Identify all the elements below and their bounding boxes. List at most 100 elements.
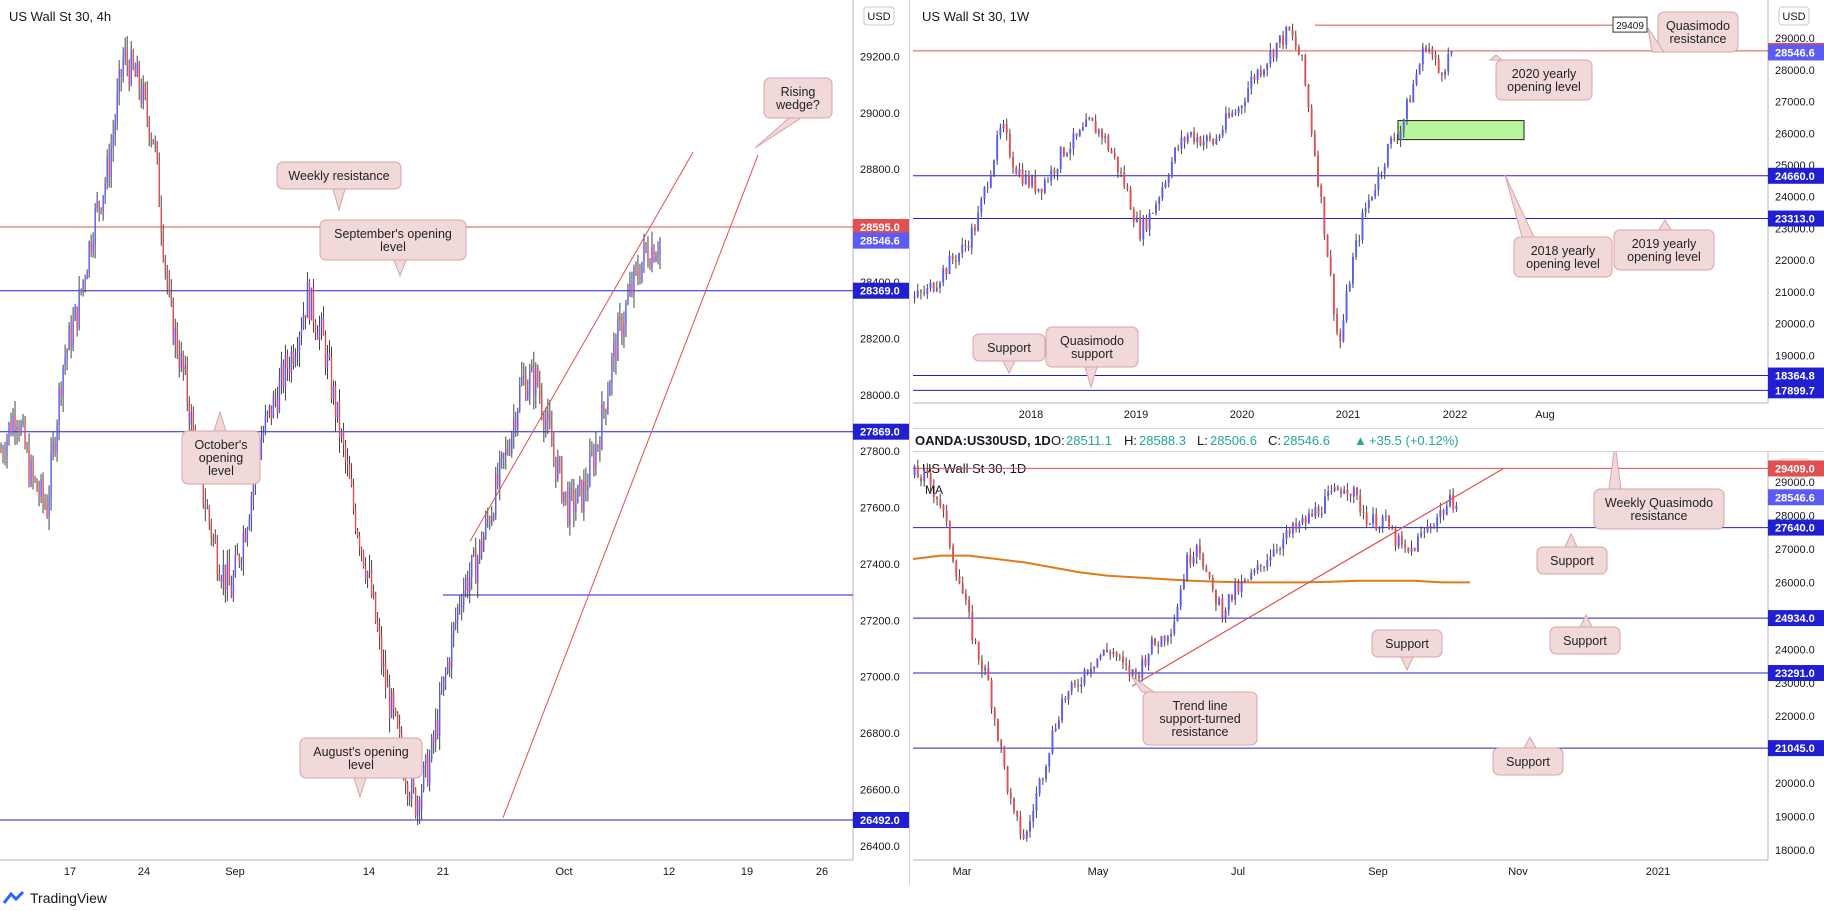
candle-body — [1176, 606, 1179, 622]
candle-body — [42, 479, 44, 501]
x-tick-label: Jul — [1231, 866, 1245, 878]
candle-body — [126, 49, 128, 66]
chart-panel-daily[interactable]: 18000.019000.020000.021000.022000.023000… — [913, 452, 1824, 885]
footer: TradingView — [0, 885, 1824, 911]
candle-body — [394, 709, 397, 714]
candle-body — [499, 457, 501, 486]
last-price-label: 28546.6 — [1775, 492, 1815, 504]
candle-body — [1202, 553, 1205, 568]
candle-body — [617, 319, 619, 361]
candle-body — [1278, 35, 1281, 43]
price-tag-label: 29409.0 — [1775, 463, 1815, 475]
candle-body — [174, 327, 176, 344]
candle-body — [519, 385, 521, 411]
candle-body — [1211, 577, 1214, 590]
candle-body — [1388, 515, 1391, 529]
symbol-name[interactable]: OANDA:US30USD, 1D — [915, 433, 1051, 448]
chart-panel-weekly[interactable]: 19000.0 20000.0 21000.0 22000.0 23000.0 24000… — [913, 0, 1824, 428]
candle-body — [1022, 834, 1025, 839]
candle-body — [80, 289, 82, 292]
candle-body — [1371, 196, 1373, 200]
candle-body — [926, 288, 929, 295]
candle-body — [320, 317, 323, 327]
candle-body — [1161, 187, 1164, 198]
candle-body — [1227, 594, 1230, 611]
candle-body — [637, 267, 639, 278]
candle-body — [1432, 526, 1435, 528]
candle-body — [973, 227, 976, 231]
chart-panel-4h[interactable]: 26400.0 26600.0 26800.0 27000.0 27200.0 27400… — [0, 0, 910, 885]
callout-support-text: Support — [987, 341, 1031, 355]
candle-body — [122, 57, 124, 77]
candle-body — [967, 246, 970, 249]
candle-body — [1378, 526, 1381, 530]
candle-body — [344, 444, 347, 462]
last-price-tag — [853, 232, 909, 249]
callout-weekly-quasimodo-text: Weekly Quasimodo — [1605, 496, 1713, 510]
candle-body — [501, 453, 503, 458]
candle-body — [1097, 129, 1100, 134]
candle-body — [1160, 636, 1163, 647]
candle-body — [290, 351, 293, 373]
candle-body — [302, 314, 305, 329]
candle-body — [296, 352, 299, 357]
candle-body — [366, 571, 369, 579]
candle-body — [1450, 51, 1453, 54]
candle-body — [952, 546, 955, 562]
candle-body — [1167, 176, 1170, 183]
candle-body — [990, 680, 993, 709]
x-tick-label: 26 — [816, 866, 828, 878]
candle-body — [98, 201, 100, 209]
candle-body — [1006, 766, 1009, 793]
candle-body — [1272, 549, 1275, 557]
chart-canvas-weekly[interactable]: 19000.020000.021000.022000.023000.024000… — [913, 0, 1824, 428]
chart-canvas-4h[interactable]: 26400.0 26600.0 26800.0 27000.0 27200.0 27400… — [0, 0, 909, 885]
candle-body — [1372, 513, 1375, 524]
candle-body — [40, 479, 42, 497]
candle-body — [1367, 199, 1370, 208]
candle-body — [1393, 138, 1396, 140]
candle-body — [168, 284, 170, 292]
candle-body — [1109, 651, 1112, 654]
candle-body — [1134, 669, 1137, 676]
candle-body — [651, 246, 653, 268]
candle-body — [1275, 549, 1278, 551]
candle-body — [128, 65, 130, 85]
candle-body — [18, 426, 20, 434]
candle-body — [1228, 113, 1231, 117]
candle-body — [465, 578, 467, 591]
candle-body — [1048, 752, 1051, 767]
candle-body — [1096, 658, 1099, 667]
chart-canvas-daily[interactable]: 18000.019000.020000.021000.022000.023000… — [913, 452, 1824, 885]
candle-body — [1057, 720, 1060, 729]
y-tick-label: 26000.0 — [1775, 577, 1815, 589]
y-tick-label: 27000.0 — [1775, 544, 1815, 556]
candle-body — [340, 431, 343, 438]
last-price-label: 28546.6 — [1775, 47, 1815, 59]
candle-body — [92, 243, 94, 251]
candle-body — [968, 599, 971, 612]
candle-body — [1157, 644, 1160, 647]
callout-2020-open-text: 2020 yearly — [1512, 67, 1577, 81]
candle-body — [6, 438, 8, 457]
x-tick-label: 2018 — [1019, 409, 1043, 421]
candle-body — [489, 519, 491, 524]
candle-body — [148, 118, 150, 139]
candle-body — [1402, 119, 1405, 132]
brand-label[interactable]: TradingView — [30, 890, 108, 906]
x-tick-label: 2019 — [1124, 409, 1148, 421]
y-tick-label: 20000.0 — [1775, 319, 1815, 331]
candle-body — [392, 692, 395, 710]
candle-body — [1064, 698, 1067, 700]
candle-body — [94, 208, 96, 244]
candle-body — [66, 350, 68, 358]
callout-quasimodo-resistance-box — [1657, 11, 1739, 53]
chart-title: US Wall St 30, 4h — [9, 9, 111, 24]
candle-body — [1081, 127, 1084, 131]
callout-support-pointer — [1002, 360, 1016, 375]
candle-body — [1356, 487, 1358, 496]
candle-body — [631, 283, 633, 294]
candle-body — [1358, 239, 1361, 241]
candle-body — [390, 692, 393, 718]
candle-body — [1189, 132, 1192, 136]
